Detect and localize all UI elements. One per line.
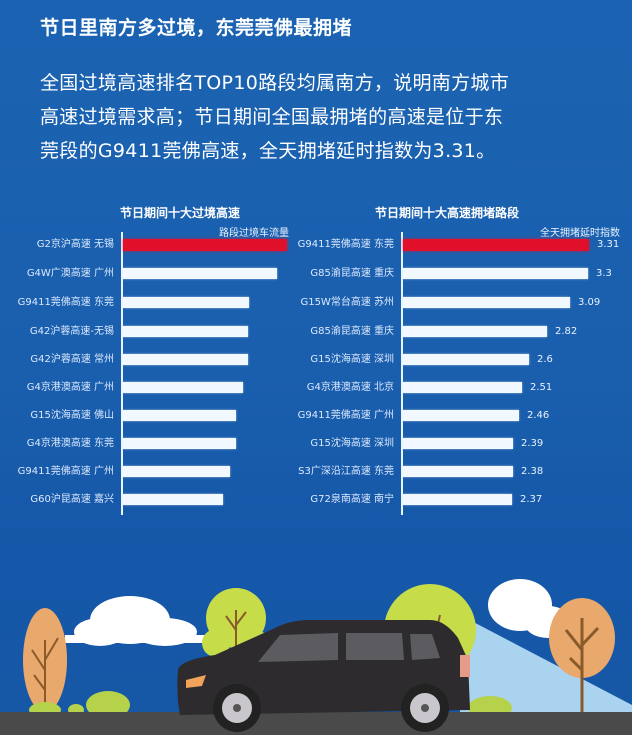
transit-highways-chart: 节日期间十大过境高速 路段过境车流量 G2京沪高速 无锡 G4W广澳高速 广州 G9… [0,0,316,520]
intro-line: 高速过境需求高；节日期间全国最拥堵的高速是位于东 [40,106,504,128]
bar-row: S3广深沿江高速 东莞 2.38 [0,465,632,479]
bar-row: G9411莞佛高速 广州 2.46 [0,409,632,423]
bar-label: G15沈海高速 佛山 [30,410,114,421]
bar [123,268,277,279]
bar-row: G15W常台高速 苏州 3.09 [0,296,632,310]
bar [403,410,519,421]
bar-row: G42沪蓉高速-无锡 [0,325,316,339]
bar-value: 2.51 [530,382,553,393]
bar [403,239,589,251]
intro-paragraph: 全国过境高速排名TOP10路段均属南方，说明南方城市 高速过境需求高；节日期间全… [40,66,600,168]
bar-row: G9411莞佛高速 广州 [0,465,316,479]
bar [403,466,513,477]
intro-line: 莞段的G9411莞佛高速，全天拥堵延时指数为3.31。 [40,140,496,162]
bar-row: G4京港澳高速 广州 [0,381,316,395]
bar-value: 3.3 [596,268,612,279]
chart-title: 节日期间十大高速拥堵路段 [375,206,520,220]
bar [403,382,522,393]
chart-unit-label: 全天拥堵延时指数 [540,228,620,239]
bar-label: G60沪昆高速 嘉兴 [30,494,114,505]
bar-row: G9411莞佛高速 东莞 [0,296,316,310]
bar [403,354,529,365]
bar-row: G4W广澳高速 广州 [0,267,316,281]
bar [123,326,248,337]
chart-unit-label: 路段过境车流量 [219,228,289,239]
bar-value: 2.6 [537,354,553,365]
bar-label: G85渝昆高速 重庆 [310,326,394,337]
bar-label: G9411莞佛高速 广州 [17,466,114,477]
tree-icon [549,598,615,720]
bar [123,382,243,393]
page-title: 节日里南方多过境，东莞莞佛最拥堵 [40,17,353,39]
bar-label: G15沈海高速 深圳 [310,354,394,365]
bar-label: G4京港澳高速 东莞 [26,438,114,449]
chart-title: 节日期间十大过境高速 [120,206,241,220]
bar-row: G85渝昆高速 重庆 2.82 [0,325,632,339]
bar [403,268,588,279]
bar-row: G4京港澳高速 北京 2.51 [0,381,632,395]
car-landscape-illustration [0,579,632,735]
cloud-icon [65,596,205,646]
bar-value: 3.09 [578,297,601,308]
bar [123,354,248,365]
bar-row: G60沪昆高速 嘉兴 [0,493,316,507]
bar-row: G2京沪高速 无锡 [0,238,316,252]
bar [123,494,223,505]
bar-label: G4京港澳高速 广州 [26,382,114,393]
bar [123,297,249,308]
bar-value: 3.31 [597,239,620,250]
bar-label: G9411莞佛高速 东莞 [17,297,114,308]
bar-label: G15沈海高速 深圳 [310,438,394,449]
bar [123,410,236,421]
bar-row: G15沈海高速 深圳 2.39 [0,437,632,451]
bar-label: G85渝昆高速 重庆 [310,268,394,279]
chart-axis [121,232,123,515]
bar-label: G4京港澳高速 北京 [306,382,394,393]
decorative-scene [0,520,632,735]
bar [123,438,236,449]
bar-value: 2.37 [520,494,543,505]
bar [123,466,230,477]
bar-row: G15沈海高速 深圳 2.6 [0,353,632,367]
tree-icon [23,608,67,720]
bar [403,494,512,505]
bar [403,326,547,337]
bar [403,297,570,308]
intro-line: 全国过境高速排名TOP10路段均属南方，说明南方城市 [40,72,509,94]
bar-label: G9411莞佛高速 东莞 [297,239,394,250]
bar-value: 2.39 [521,438,544,449]
bar-label: G15W常台高速 苏州 [300,297,394,308]
chart-axis [401,232,403,515]
bar-row: G4京港澳高速 东莞 [0,437,316,451]
bar-value: 2.82 [555,326,578,337]
bar-label: G2京沪高速 无锡 [36,239,114,250]
bar-label: G9411莞佛高速 广州 [297,410,394,421]
bar-row: G42沪蓉高速 常州 [0,353,316,367]
bar [403,438,513,449]
bar-value: 2.38 [521,466,544,477]
bar-row: G9411莞佛高速 东莞 3.31 [0,238,632,252]
bar-row: G72泉南高速 南宁 2.37 [0,493,632,507]
congestion-chart: 节日期间十大高速拥堵路段 全天拥堵延时指数 G9411莞佛高速 东莞 3.31 G8… [0,206,632,515]
bar-value: 2.46 [527,410,550,421]
car-icon [177,620,471,732]
bar-row: G85渝昆高速 重庆 3.3 [0,267,632,281]
bar-label: G4W广澳高速 广州 [26,268,114,279]
bar-label: G42沪蓉高速 常州 [30,354,114,365]
bar-label: G72泉南高速 南宁 [310,494,394,505]
bar-label: S3广深沿江高速 东莞 [298,466,394,477]
bar-label: G42沪蓉高速-无锡 [29,326,114,337]
bar [123,239,287,251]
bar-row: G15沈海高速 佛山 [0,409,316,423]
